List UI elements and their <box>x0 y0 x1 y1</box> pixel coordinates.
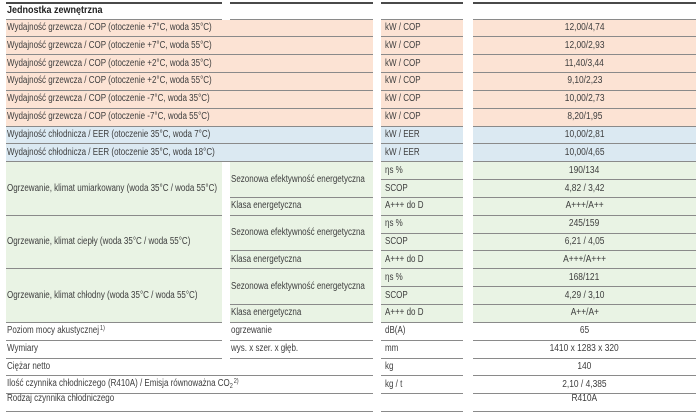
row-unit: kW / COP <box>381 37 463 56</box>
row-value: 4,82 / 3,42 <box>473 180 696 198</box>
row-value: 190/134 <box>473 162 696 181</box>
group-class-label: Klasa energetyczna <box>230 305 373 323</box>
row-unit: kW / COP <box>381 90 463 109</box>
datasheet-page: { "table": { "section_header": "Jednostk… <box>6 2 696 412</box>
row-unit: kW / COP <box>381 55 463 74</box>
header-filler-sub <box>230 2 373 20</box>
group-efficiency-label: Sezonowa efektywność energetyczna <box>230 269 373 305</box>
row-unit <box>381 394 463 412</box>
row-unit: kg <box>381 359 463 377</box>
row-value: 6,21 / 4,05 <box>473 233 696 252</box>
row-label: Ilość czynnika chłodniczego (R410A) / Em… <box>6 376 373 395</box>
row-label: Wydajność grzewcza / COP (otoczenie -7°C… <box>6 90 373 109</box>
table-section-header: Jednostka zewnętrzna <box>6 2 222 20</box>
row-value: 245/159 <box>473 215 696 234</box>
group-efficiency-label: Sezonowa efektywność energetyczna <box>230 162 373 198</box>
row-label: Wydajność grzewcza / COP (otoczenie +2°C… <box>6 55 373 74</box>
row-unit: kg / t <box>381 376 463 395</box>
row-unit: kW / EER <box>381 126 463 145</box>
row-unit: kW / COP <box>381 73 463 91</box>
row-unit: mm <box>381 341 463 359</box>
row-label: Rodzaj czynnika chłodniczego <box>6 394 373 412</box>
row-value: 8,20/1,95 <box>473 108 696 127</box>
row-value: 168/121 <box>473 269 696 288</box>
row-value: 10,00/2,73 <box>473 90 696 109</box>
header-filler-value <box>473 2 696 20</box>
row-unit: A+++ do D <box>381 197 463 216</box>
row-label: Wydajność grzewcza / COP (otoczenie +7°C… <box>6 19 373 38</box>
row-value: 4,29 / 3,10 <box>473 287 696 305</box>
row-label: Poziom mocy akustycznej1) <box>6 323 222 341</box>
row-value: R410A <box>473 394 696 412</box>
row-label: Wydajność chłodnicza / EER (otoczenie 35… <box>6 126 373 145</box>
row-label: Wydajność grzewcza / COP (otoczenie +2°C… <box>6 73 373 91</box>
row-value: 65 <box>473 323 696 341</box>
row-value: 12,00/2,93 <box>473 37 696 56</box>
row-label: Wydajność grzewcza / COP (otoczenie +7°C… <box>6 37 373 56</box>
row-unit: SCOP <box>381 233 463 252</box>
row-label: Wydajność chłodnicza / EER (otoczenie 35… <box>6 144 373 163</box>
row-label: Ciężar netto <box>6 359 373 377</box>
row-unit: SCOP <box>381 180 463 198</box>
row-value: 2,10 / 4,385 <box>473 376 696 395</box>
row-value: 10,00/2,81 <box>473 126 696 145</box>
row-value: 10,00/4,65 <box>473 144 696 163</box>
row-value: 1410 x 1283 x 320 <box>473 341 696 359</box>
row-unit: dB(A) <box>381 323 463 341</box>
header-filler-unit <box>381 2 463 20</box>
row-unit: SCOP <box>381 287 463 305</box>
group-class-label: Klasa energetyczna <box>230 251 373 270</box>
group-label: Ogrzewanie, klimat ciepły (woda 35°C / w… <box>6 215 222 270</box>
row-unit: kW / COP <box>381 19 463 38</box>
row-sub-label: ogrzewanie <box>230 323 373 341</box>
row-value: 12,00/4,74 <box>473 19 696 38</box>
row-value: A+++/A+++ <box>473 251 696 270</box>
group-class-label: Klasa energetyczna <box>230 197 373 216</box>
group-label: Ogrzewanie, klimat umiarkowany (woda 35°… <box>6 162 222 216</box>
row-unit: ηs % <box>381 215 463 234</box>
row-unit: ηs % <box>381 269 463 288</box>
group-efficiency-label: Sezonowa efektywność energetyczna <box>230 215 373 252</box>
row-unit: kW / COP <box>381 108 463 127</box>
row-value: A+++/A++ <box>473 197 696 216</box>
group-label: Ogrzewanie, klimat chłodny (woda 35°C / … <box>6 269 222 323</box>
row-unit: A+++ do D <box>381 305 463 323</box>
row-label: Wymiary <box>6 341 222 359</box>
row-value: 11,40/3,44 <box>473 55 696 74</box>
row-unit: ηs % <box>381 162 463 181</box>
row-value: A++/A+ <box>473 305 696 323</box>
spec-table: Jednostka zewnętrzna Wydajność grzewcza … <box>6 2 696 412</box>
row-unit: kW / EER <box>381 144 463 163</box>
row-unit: A+++ do D <box>381 251 463 270</box>
row-label: Wydajność grzewcza / COP (otoczenie -7°C… <box>6 108 373 127</box>
row-value: 140 <box>473 359 696 377</box>
row-value: 9,10/2,23 <box>473 73 696 91</box>
row-sub-label: wys. x szer. x głęb. <box>230 341 373 359</box>
